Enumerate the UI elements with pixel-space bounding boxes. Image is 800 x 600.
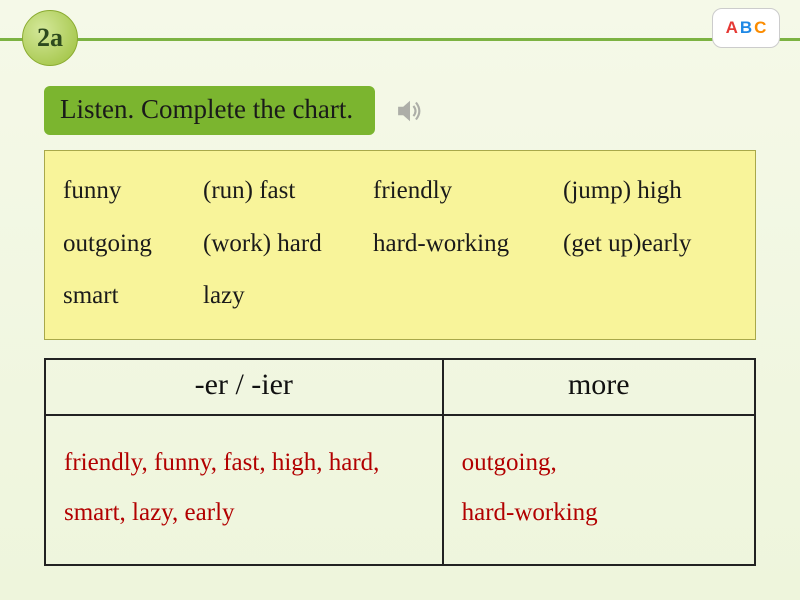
logo-letter-a: A: [726, 18, 738, 38]
table-header-row: -er / -ier more: [45, 359, 755, 415]
section-badge: 2a: [22, 10, 78, 66]
instruction-box: Listen. Complete the chart.: [44, 86, 375, 135]
comparative-chart: -er / -ier more friendly, funny, fast, h…: [44, 358, 756, 566]
word-cell: smart: [63, 270, 203, 323]
answers-er-ier: friendly, funny, fast, high, hard, smart…: [45, 415, 443, 565]
word-cell: (work) hard: [203, 218, 373, 271]
answers-more-text: outgoing, hard-working: [462, 449, 598, 526]
word-cell: friendly: [373, 165, 563, 218]
section-badge-label: 2a: [37, 23, 63, 53]
word-cell: (jump) high: [563, 165, 737, 218]
audio-speaker-icon[interactable]: [393, 94, 427, 128]
instruction-text: Listen. Complete the chart.: [60, 94, 353, 124]
word-cell: hard-working: [373, 218, 563, 271]
logo-letter-c: C: [754, 18, 766, 38]
table-answer-row: friendly, funny, fast, high, hard, smart…: [45, 415, 755, 565]
word-row: smart lazy: [63, 270, 737, 323]
answers-more: outgoing, hard-working: [443, 415, 755, 565]
word-cell: (run) fast: [203, 165, 373, 218]
instruction-row: Listen. Complete the chart.: [44, 86, 427, 135]
top-divider: [0, 38, 800, 41]
header-er-ier: -er / -ier: [45, 359, 443, 415]
abc-logo: A B C: [712, 8, 780, 48]
word-bank-box: funny (run) fast friendly (jump) high ou…: [44, 150, 756, 340]
logo-letter-b: B: [740, 18, 752, 38]
word-cell: (get up)early: [563, 218, 737, 271]
word-cell: [373, 270, 563, 323]
word-cell: lazy: [203, 270, 373, 323]
word-row: funny (run) fast friendly (jump) high: [63, 165, 737, 218]
word-cell: outgoing: [63, 218, 203, 271]
word-cell: funny: [63, 165, 203, 218]
word-cell: [563, 270, 737, 323]
word-row: outgoing (work) hard hard-working (get u…: [63, 218, 737, 271]
header-more: more: [443, 359, 755, 415]
